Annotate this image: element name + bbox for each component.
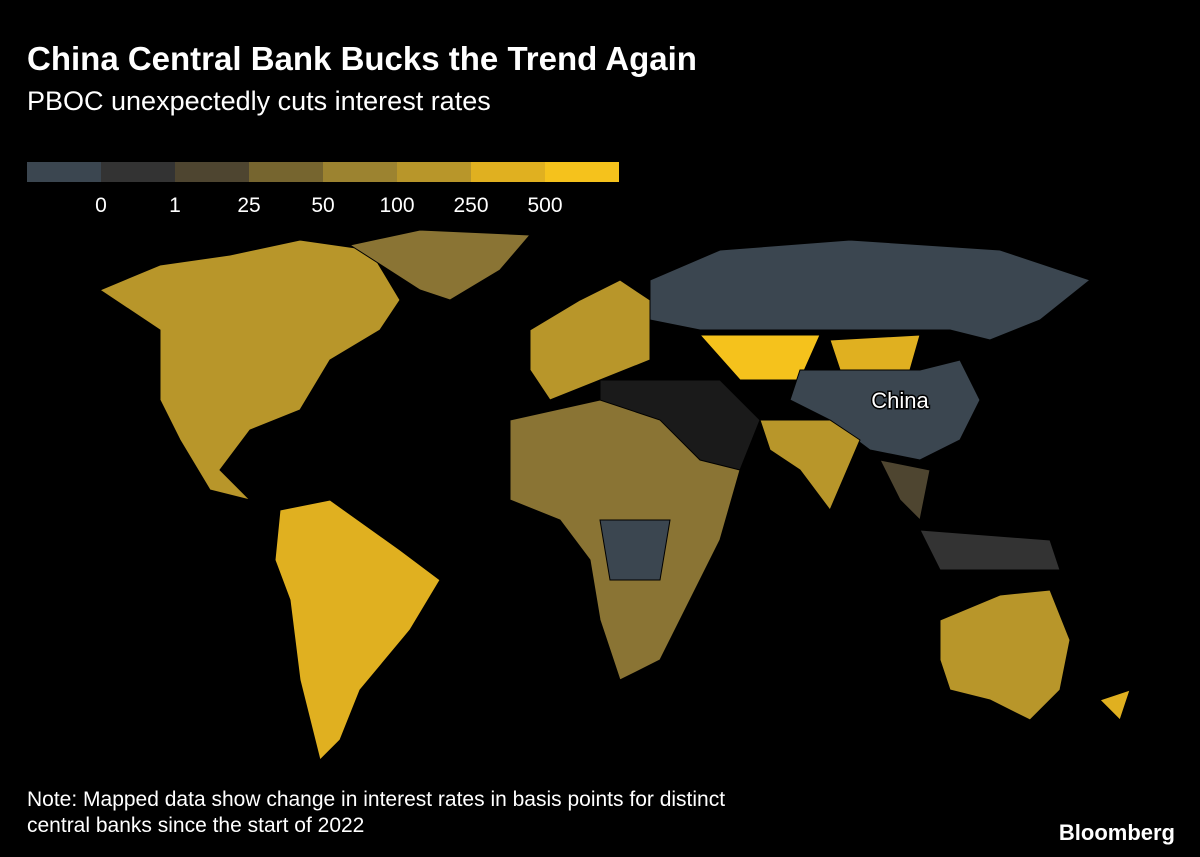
legend-swatch	[471, 162, 545, 182]
legend-swatch	[101, 162, 175, 182]
legend-label: 250	[453, 194, 488, 217]
legend-swatch	[323, 162, 397, 182]
new-zealand	[1099, 689, 1131, 721]
legend-swatch	[249, 162, 323, 182]
source: Bloomberg	[1059, 820, 1175, 845]
legend-swatch	[27, 162, 101, 182]
legend: 0 1 25 50 100 250 500	[27, 162, 619, 217]
legend-swatch	[397, 162, 471, 182]
indonesia	[919, 529, 1061, 571]
china	[789, 359, 981, 461]
note: Note: Mapped data show change in interes…	[27, 788, 725, 811]
dr-congo	[599, 519, 671, 581]
russia	[649, 239, 1092, 341]
north-america	[98, 239, 401, 501]
note: central banks since the start of 2022	[27, 814, 364, 837]
south-america	[274, 499, 441, 761]
legend-label: 0	[95, 194, 107, 217]
europe	[529, 279, 651, 401]
title: China Central Bank Bucks the Trend Again	[27, 40, 697, 77]
legend-label: 1	[169, 194, 181, 217]
greenland	[348, 229, 532, 301]
subtitle: PBOC unexpectedly cuts interest rates	[27, 86, 491, 116]
world-map: China	[98, 229, 1131, 761]
map-annotation: China	[871, 388, 929, 413]
legend-label: 25	[237, 194, 260, 217]
legend-label: 100	[379, 194, 414, 217]
legend-label: 500	[527, 194, 562, 217]
legend-swatch	[175, 162, 249, 182]
australia	[939, 589, 1071, 721]
india	[759, 419, 861, 511]
legend-label: 50	[311, 194, 334, 217]
mongolia	[829, 334, 921, 371]
southeast-asia	[879, 459, 931, 522]
legend-swatch	[545, 162, 619, 182]
